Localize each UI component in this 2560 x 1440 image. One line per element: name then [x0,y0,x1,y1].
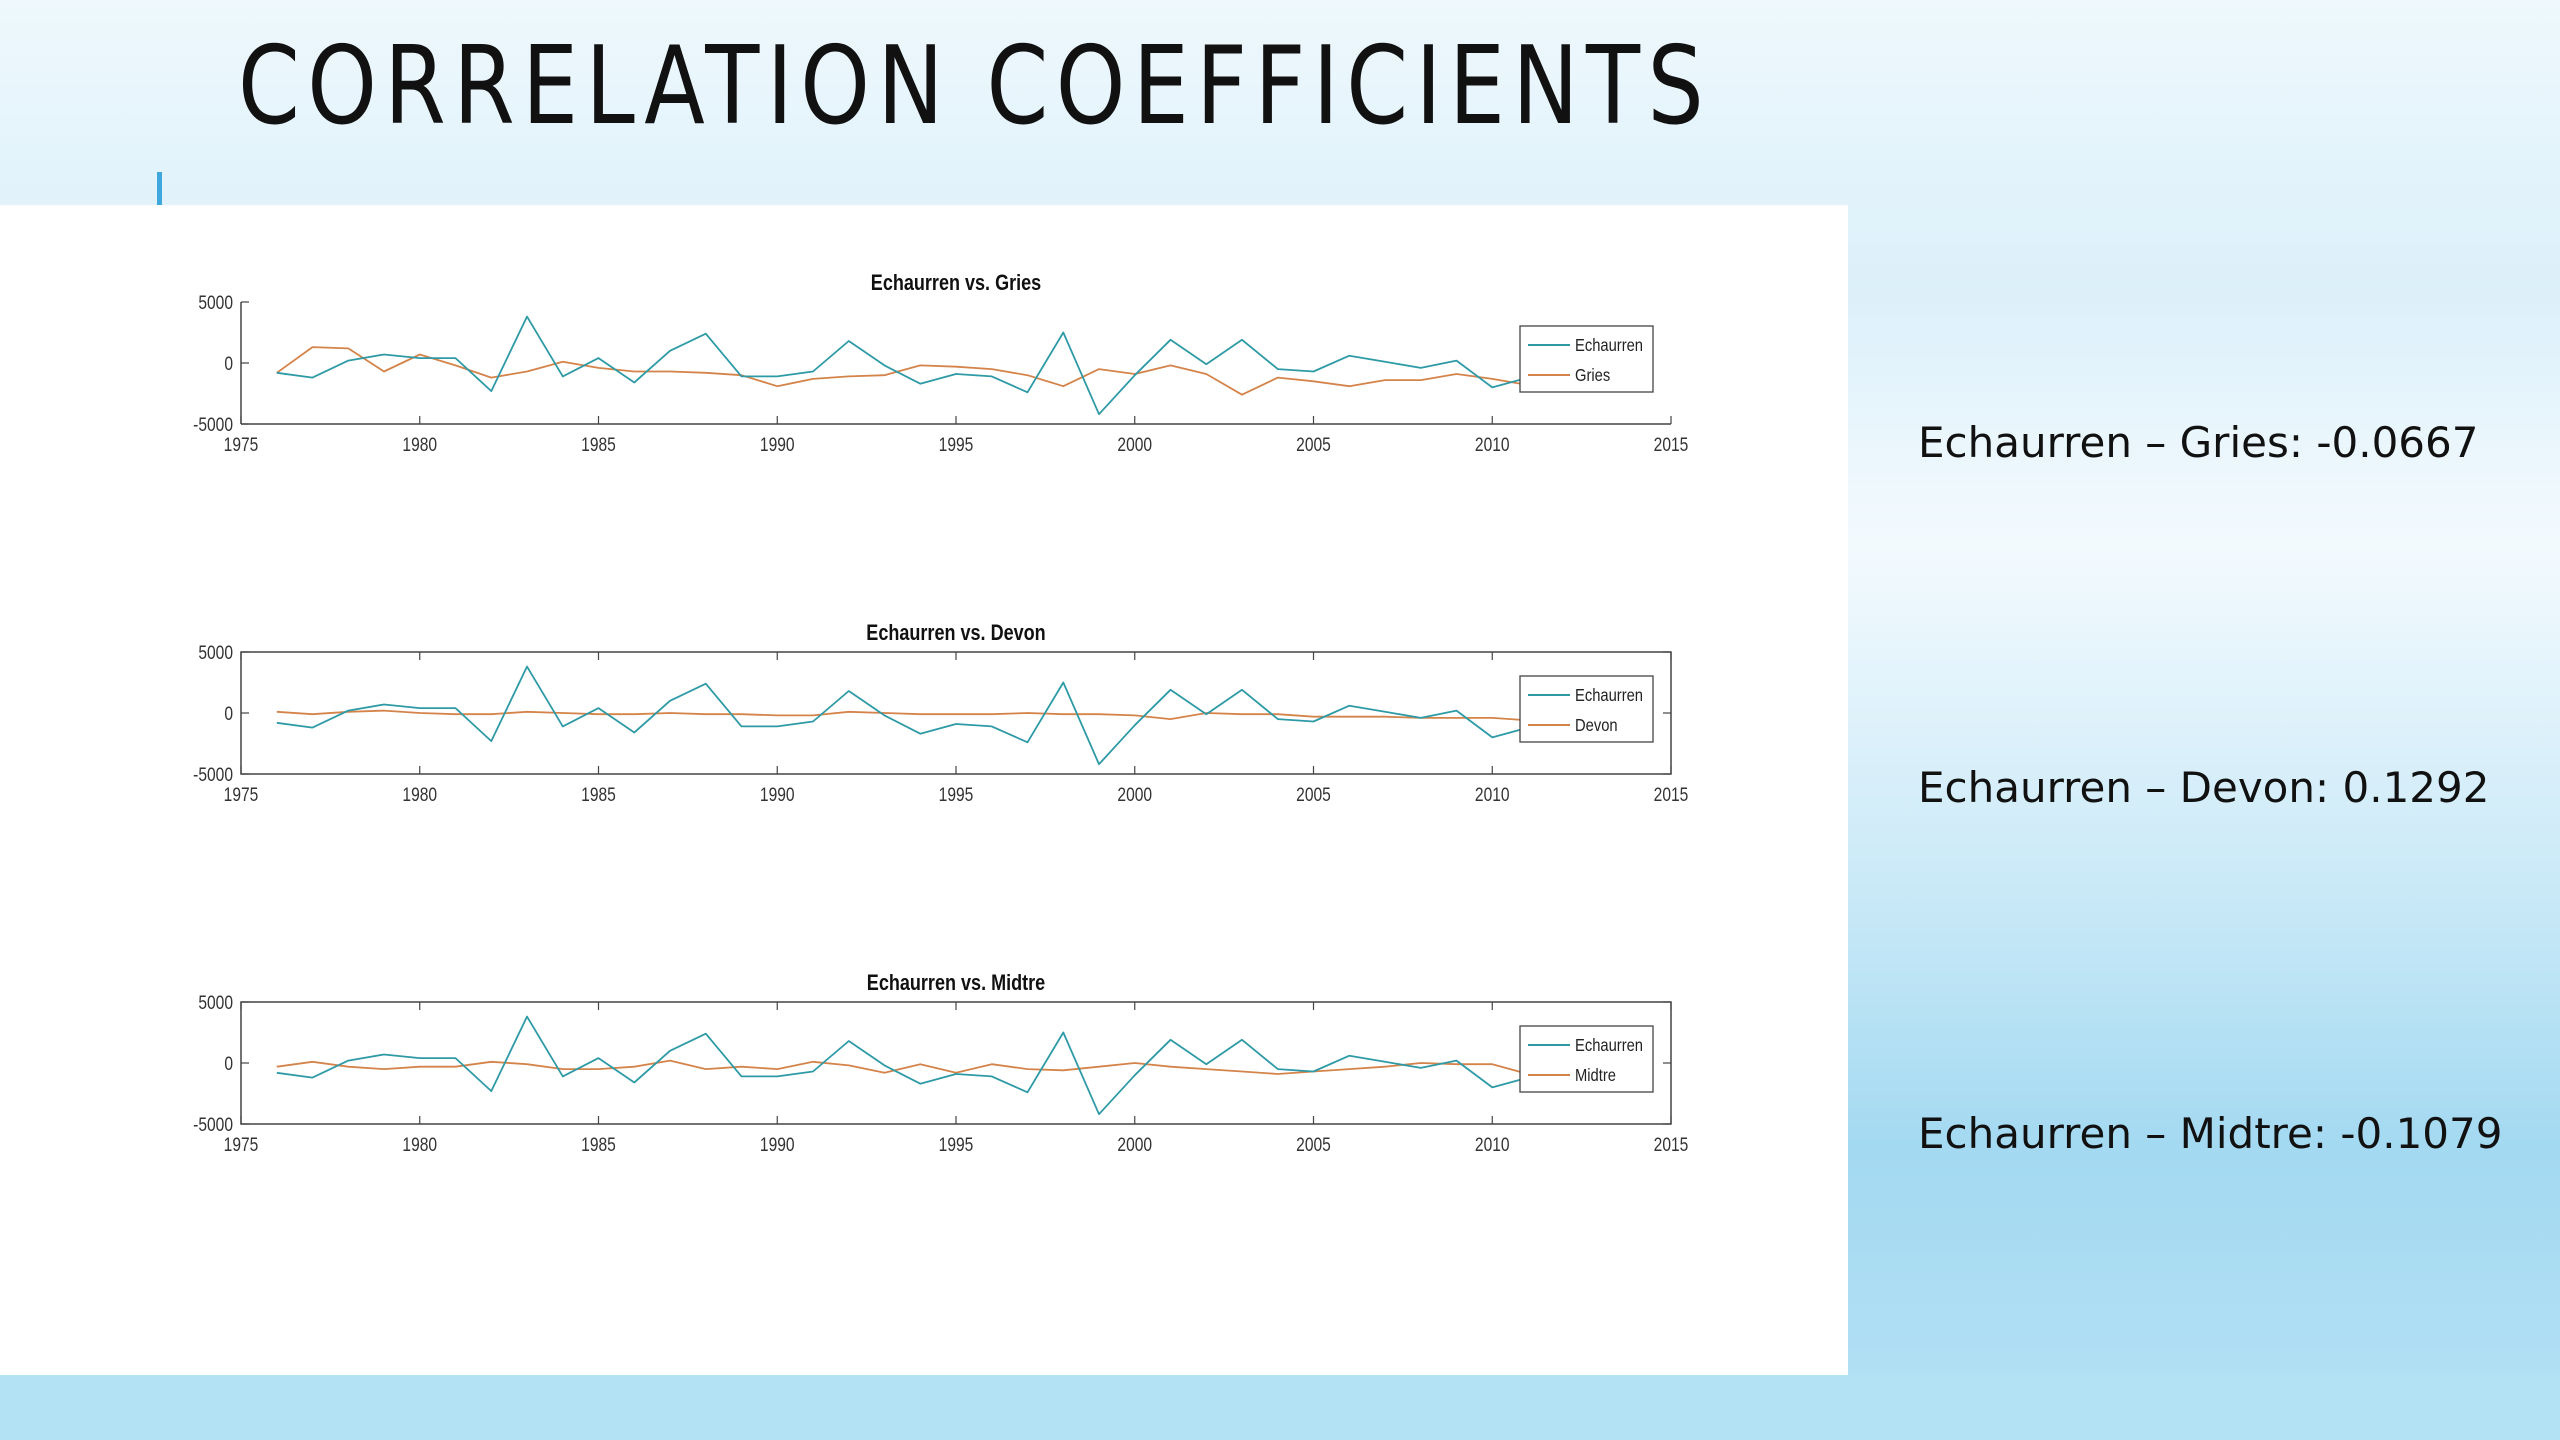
footer-band [0,1375,2560,1440]
x-tick-label: 2015 [1654,434,1689,456]
x-tick-label: 1995 [939,434,974,456]
x-tick-label: 2000 [1117,1134,1152,1156]
axes-box [240,1001,1672,1125]
x-tick-label: 1985 [581,434,616,456]
slide-title: CORRELATION COEFFICIENTS [238,24,1712,149]
x-tick-label: 2015 [1654,784,1689,806]
y-tick-label: 5000 [198,642,233,664]
legend-box [1519,325,1654,393]
legend-label: Gries [1575,366,1610,386]
x-tick-label: 1980 [402,434,437,456]
chart-panel: 1975 1980 1985 1990 1995 2000 2005 2010 2015 -500… [0,205,1848,1375]
x-tick-label: 2005 [1296,434,1331,456]
legend: Echaurren Devon [1519,675,1654,743]
subplot-1: 1975 1980 1985 1990 1995 2000 2005 2010 2015 -500… [193,271,1688,455]
series-line-gries [276,346,1636,396]
chart-title: Echaurren vs. Midtre [867,971,1045,995]
x-tick-label: 1990 [760,784,795,806]
x-tick-label: 1975 [224,434,259,456]
correlation-midtre: Echaurren – Midtre: -0.1079 [1918,1109,2503,1158]
subplot-2: 1975 1980 1985 1990 1995 2000 2005 2010 2015 -500… [193,621,1688,805]
legend-label: Midtre [1575,1066,1616,1086]
x-tick-label: 1980 [402,784,437,806]
legend-label: Echaurren [1575,686,1643,706]
y-tick-label: 5000 [198,292,233,314]
legend-box [1519,1025,1654,1093]
x-tick-label: 1985 [581,784,616,806]
y-tick-label: -5000 [193,764,233,786]
y-tick-label: -5000 [193,414,233,436]
y-tick-label: 5000 [198,992,233,1014]
series-line-echaurren [276,1015,1636,1116]
title-accent-mark [157,172,162,205]
legend-label: Devon [1575,716,1618,736]
subplot-3: 1975 1980 1985 1990 1995 2000 2005 2010 2015 -500… [193,971,1688,1155]
correlation-gries: Echaurren – Gries: -0.0667 [1918,418,2479,467]
x-tick-label: 2010 [1475,784,1510,806]
series-line-echaurren [276,665,1636,766]
y-tick-label: 0 [224,1053,233,1075]
x-tick-label: 1995 [939,784,974,806]
x-tick-label: 2010 [1475,434,1510,456]
charts-figure: 1975 1980 1985 1990 1995 2000 2005 2010 2015 -500… [193,271,1688,1155]
x-tick-label: 1975 [224,1134,259,1156]
x-tick-label: 2005 [1296,1134,1331,1156]
legend-box [1519,675,1654,743]
legend: Echaurren Gries [1519,325,1654,393]
series-line-devon [276,709,1636,722]
y-tick-label: 0 [224,353,233,375]
chart-title: Echaurren vs. Devon [866,621,1045,645]
x-tick-label: 1990 [760,1134,795,1156]
y-tick-label: -5000 [193,1114,233,1136]
x-tick-label: 2000 [1117,784,1152,806]
legend-label: Echaurren [1575,1036,1643,1056]
chart-title: Echaurren vs. Gries [871,271,1041,295]
correlation-devon: Echaurren – Devon: 0.1292 [1918,763,2490,812]
x-tick-label: 2015 [1654,1134,1689,1156]
legend: Echaurren Midtre [1519,1025,1654,1093]
y-tick-label: 0 [224,703,233,725]
legend-label: Echaurren [1575,336,1643,356]
series-line-echaurren [276,315,1636,416]
x-tick-label: 1985 [581,1134,616,1156]
x-tick-label: 1995 [939,1134,974,1156]
axes-box [240,651,1672,775]
x-tick-label: 2010 [1475,1134,1510,1156]
x-tick-label: 1975 [224,784,259,806]
x-tick-label: 1980 [402,1134,437,1156]
series-line-midtre [276,1059,1636,1075]
x-tick-label: 2000 [1117,434,1152,456]
x-tick-label: 1990 [760,434,795,456]
x-tick-label: 2005 [1296,784,1331,806]
